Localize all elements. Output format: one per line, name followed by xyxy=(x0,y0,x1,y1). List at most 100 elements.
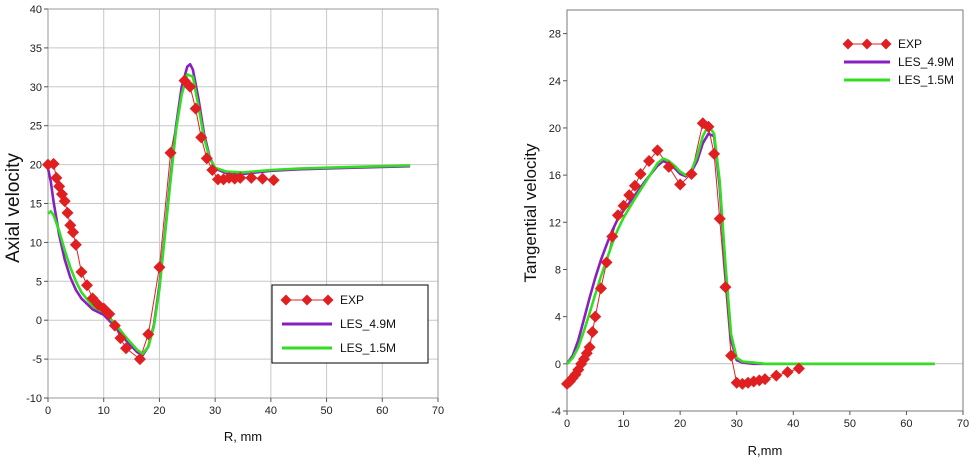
series-line-les-1-5m xyxy=(47,73,411,356)
exp-data-point xyxy=(719,281,732,294)
legend-label-exp: EXP xyxy=(898,37,922,51)
tangential-velocity-series xyxy=(561,117,935,390)
y-tick-label: 28 xyxy=(549,29,561,41)
series-line-les-4-9m xyxy=(565,132,935,366)
exp-data-point xyxy=(69,238,82,251)
exp-data-point xyxy=(708,147,721,160)
axial-velocity-x-axis-label: R, mm xyxy=(224,429,262,444)
exp-data-point xyxy=(674,178,687,191)
y-tick-label: 15 xyxy=(30,199,42,211)
x-tick-label: 20 xyxy=(674,418,686,430)
exp-data-point xyxy=(256,172,269,185)
y-tick-label: -10 xyxy=(26,393,42,405)
exp-data-point xyxy=(58,195,71,208)
y-tick-label: 8 xyxy=(555,264,561,276)
exp-data-point xyxy=(245,171,258,184)
y-tick-label: 10 xyxy=(30,237,42,249)
axial-velocity-y-axis-label: Axial velocity xyxy=(3,153,24,263)
legend-label-les-1-5m: LES_1.5M xyxy=(340,341,396,355)
y-tick-label: 5 xyxy=(36,276,42,288)
exp-data-point xyxy=(61,206,74,219)
y-tick-label: 24 xyxy=(549,76,561,88)
x-tick-label: 60 xyxy=(900,418,912,430)
x-tick-label: 50 xyxy=(320,405,332,417)
exp-data-point xyxy=(725,349,738,362)
y-tick-label: 20 xyxy=(549,123,561,135)
x-tick-label: 0 xyxy=(564,418,570,430)
tangential-velocity-y-ticks: -4 0 4 8 12 16 20 24 28 xyxy=(549,29,567,418)
exp-data-point xyxy=(594,282,607,295)
exp-data-point xyxy=(634,167,647,180)
legend-label-les-4-9m: LES_4.9M xyxy=(898,55,954,69)
exp-data-point xyxy=(589,310,602,323)
exp-data-point xyxy=(153,261,166,274)
y-tick-label: 0 xyxy=(36,315,42,327)
exp-data-point xyxy=(628,179,641,192)
exp-data-point xyxy=(586,325,599,338)
exp-data-point xyxy=(770,369,783,382)
y-tick-label: 12 xyxy=(549,217,561,229)
y-tick-label: 25 xyxy=(30,121,42,133)
tangential-velocity-legend: EXP LES_4.9M LES_1.5M xyxy=(838,31,962,93)
exp-data-point xyxy=(206,164,219,177)
exp-data-point xyxy=(164,146,177,159)
x-tick-label: 30 xyxy=(209,405,221,417)
legend-marker-exp xyxy=(280,294,292,306)
axial-velocity-legend: EXP LES_4.9M LES_1.5M xyxy=(271,284,429,364)
x-tick-label: 40 xyxy=(787,418,799,430)
exp-data-point xyxy=(108,319,121,332)
y-tick-label: 40 xyxy=(30,4,42,16)
exp-data-point xyxy=(583,341,596,354)
x-tick-label: 70 xyxy=(957,418,969,430)
y-tick-label: 20 xyxy=(30,160,42,172)
series-line-les-1-5m xyxy=(566,124,935,366)
exp-data-point xyxy=(623,189,636,202)
series-line-exp xyxy=(47,79,274,360)
exp-data-point xyxy=(617,199,630,212)
legend-marker-exp xyxy=(322,294,334,306)
exp-data-point xyxy=(685,167,698,180)
legend-marker-exp xyxy=(880,38,892,50)
y-tick-label: 0 xyxy=(555,359,561,371)
exp-data-point xyxy=(189,102,202,115)
legend-marker-exp xyxy=(842,38,854,50)
axial-velocity-chart: -10 -5 0 5 10 15 20 25 30 35 40 0 10 20 30 40 50 60 70 R,… xyxy=(3,4,444,444)
exp-data-point xyxy=(792,362,805,375)
series-line-exp xyxy=(566,122,800,385)
y-tick-label: 30 xyxy=(30,82,42,94)
exp-data-point xyxy=(606,230,619,243)
x-tick-label: 30 xyxy=(731,418,743,430)
exp-data-point xyxy=(114,332,127,345)
y-tick-label: 4 xyxy=(555,312,561,324)
exp-data-point xyxy=(611,209,624,222)
legend-label-les-1-5m: LES_1.5M xyxy=(898,73,954,87)
exp-data-point xyxy=(103,307,116,320)
legend-label-les-4-9m: LES_4.9M xyxy=(340,317,396,331)
exp-data-point xyxy=(600,256,613,269)
legend-marker-exp xyxy=(301,294,313,306)
exp-data-point xyxy=(133,353,146,366)
exp-data-point xyxy=(643,154,656,167)
exp-data-point xyxy=(184,80,197,93)
exp-data-point xyxy=(81,279,93,292)
x-tick-label: 60 xyxy=(376,405,388,417)
exp-data-point xyxy=(75,265,88,278)
exp-data-point xyxy=(195,131,208,144)
exp-data-point xyxy=(234,171,247,184)
x-tick-label: 20 xyxy=(153,405,165,417)
exp-data-point xyxy=(713,212,726,225)
x-tick-label: 50 xyxy=(844,418,856,430)
tangential-velocity-y-axis-label: Tangential velocity xyxy=(521,143,540,282)
axial-velocity-y-ticks: -10 -5 0 5 10 15 20 25 30 35 40 xyxy=(26,4,48,405)
exp-data-point xyxy=(759,373,771,386)
exp-data-point xyxy=(267,174,280,187)
legend-marker-exp xyxy=(861,38,873,50)
tangential-velocity-x-ticks: 0 10 20 30 40 50 60 70 xyxy=(564,411,969,430)
y-tick-label: 16 xyxy=(549,170,561,182)
tangential-velocity-x-axis-label: R,mm xyxy=(748,443,783,458)
exp-data-point xyxy=(662,160,675,173)
exp-data-point xyxy=(47,157,60,170)
x-tick-label: 0 xyxy=(45,405,51,417)
